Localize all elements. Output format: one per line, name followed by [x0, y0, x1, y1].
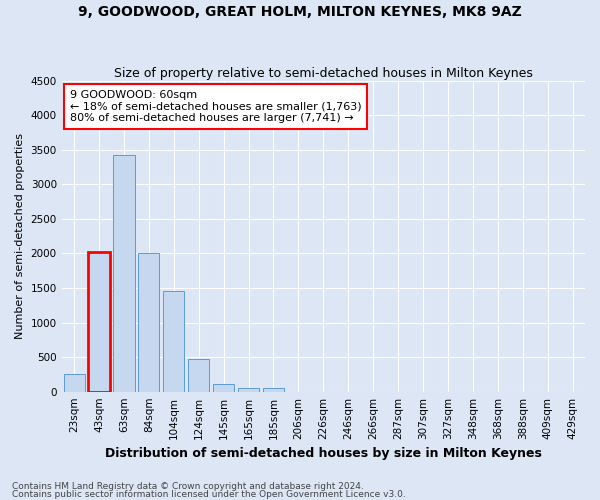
Bar: [163, 291, 184, 392]
Text: Contains public sector information licensed under the Open Government Licence v3: Contains public sector information licen…: [12, 490, 406, 499]
Bar: [88, 252, 110, 392]
Bar: [138, 253, 160, 392]
Title: Size of property relative to semi-detached houses in Milton Keynes: Size of property relative to semi-detach…: [114, 66, 533, 80]
Bar: [188, 359, 209, 392]
Bar: [213, 384, 234, 392]
Bar: [263, 388, 284, 392]
Bar: [238, 388, 259, 392]
Text: Contains HM Land Registry data © Crown copyright and database right 2024.: Contains HM Land Registry data © Crown c…: [12, 482, 364, 491]
Text: 9 GOODWOOD: 60sqm
← 18% of semi-detached houses are smaller (1,763)
80% of semi-: 9 GOODWOOD: 60sqm ← 18% of semi-detached…: [70, 90, 361, 123]
Text: 9, GOODWOOD, GREAT HOLM, MILTON KEYNES, MK8 9AZ: 9, GOODWOOD, GREAT HOLM, MILTON KEYNES, …: [78, 5, 522, 19]
Y-axis label: Number of semi-detached properties: Number of semi-detached properties: [15, 133, 25, 339]
Bar: [113, 154, 134, 392]
X-axis label: Distribution of semi-detached houses by size in Milton Keynes: Distribution of semi-detached houses by …: [105, 447, 542, 460]
Bar: [64, 374, 85, 392]
